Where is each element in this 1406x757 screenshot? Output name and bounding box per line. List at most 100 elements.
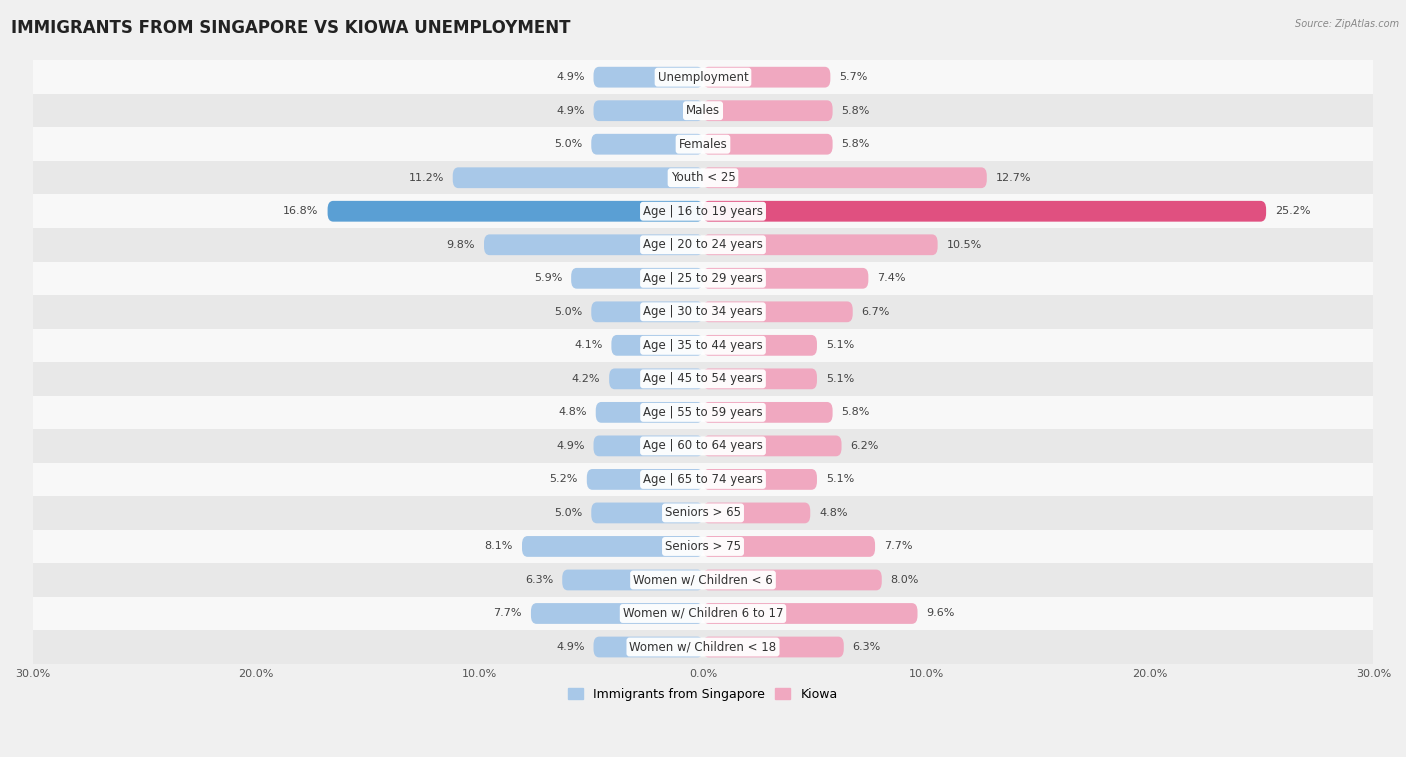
Text: Women w/ Children < 18: Women w/ Children < 18 — [630, 640, 776, 653]
Text: 9.6%: 9.6% — [927, 609, 955, 618]
Text: 4.9%: 4.9% — [555, 72, 585, 83]
FancyBboxPatch shape — [703, 569, 882, 590]
Text: 8.1%: 8.1% — [485, 541, 513, 551]
FancyBboxPatch shape — [703, 335, 817, 356]
Text: Males: Males — [686, 104, 720, 117]
Text: 5.7%: 5.7% — [839, 72, 868, 83]
FancyBboxPatch shape — [593, 101, 703, 121]
FancyBboxPatch shape — [593, 435, 703, 456]
Bar — [32, 228, 1374, 261]
Text: Unemployment: Unemployment — [658, 70, 748, 84]
FancyBboxPatch shape — [612, 335, 703, 356]
Text: 7.7%: 7.7% — [884, 541, 912, 551]
Text: Age | 60 to 64 years: Age | 60 to 64 years — [643, 439, 763, 453]
Text: Females: Females — [679, 138, 727, 151]
Bar — [32, 530, 1374, 563]
Text: Age | 35 to 44 years: Age | 35 to 44 years — [643, 339, 763, 352]
FancyBboxPatch shape — [593, 637, 703, 657]
Bar — [32, 463, 1374, 496]
Text: 8.0%: 8.0% — [891, 575, 920, 585]
Bar — [32, 295, 1374, 329]
FancyBboxPatch shape — [484, 235, 703, 255]
FancyBboxPatch shape — [571, 268, 703, 288]
Bar — [32, 429, 1374, 463]
Text: 5.0%: 5.0% — [554, 139, 582, 149]
FancyBboxPatch shape — [703, 301, 852, 322]
Text: Age | 65 to 74 years: Age | 65 to 74 years — [643, 473, 763, 486]
Bar — [32, 362, 1374, 396]
Bar — [32, 631, 1374, 664]
Text: Age | 45 to 54 years: Age | 45 to 54 years — [643, 372, 763, 385]
Bar — [32, 127, 1374, 161]
FancyBboxPatch shape — [596, 402, 703, 422]
FancyBboxPatch shape — [703, 603, 918, 624]
FancyBboxPatch shape — [703, 369, 817, 389]
Text: 5.1%: 5.1% — [825, 475, 855, 484]
Text: 5.8%: 5.8% — [842, 407, 870, 417]
Text: Source: ZipAtlas.com: Source: ZipAtlas.com — [1295, 19, 1399, 29]
Bar — [32, 396, 1374, 429]
Bar — [32, 597, 1374, 631]
Text: Seniors > 75: Seniors > 75 — [665, 540, 741, 553]
Text: 6.7%: 6.7% — [862, 307, 890, 317]
FancyBboxPatch shape — [593, 67, 703, 88]
Bar — [32, 563, 1374, 597]
Text: 5.1%: 5.1% — [825, 374, 855, 384]
Text: Age | 16 to 19 years: Age | 16 to 19 years — [643, 204, 763, 218]
Bar — [32, 94, 1374, 127]
Text: 5.2%: 5.2% — [550, 475, 578, 484]
Text: 4.9%: 4.9% — [555, 106, 585, 116]
Text: 5.1%: 5.1% — [825, 341, 855, 350]
Text: Age | 20 to 24 years: Age | 20 to 24 years — [643, 238, 763, 251]
FancyBboxPatch shape — [703, 503, 810, 523]
Text: 5.9%: 5.9% — [534, 273, 562, 283]
FancyBboxPatch shape — [453, 167, 703, 188]
Text: 4.1%: 4.1% — [574, 341, 602, 350]
Text: Youth < 25: Youth < 25 — [671, 171, 735, 184]
FancyBboxPatch shape — [592, 301, 703, 322]
FancyBboxPatch shape — [522, 536, 703, 557]
FancyBboxPatch shape — [703, 536, 875, 557]
Bar — [32, 161, 1374, 195]
Bar — [32, 496, 1374, 530]
Text: 6.3%: 6.3% — [852, 642, 882, 652]
Text: 4.9%: 4.9% — [555, 441, 585, 451]
FancyBboxPatch shape — [703, 402, 832, 422]
Text: 7.7%: 7.7% — [494, 609, 522, 618]
FancyBboxPatch shape — [531, 603, 703, 624]
Bar — [32, 195, 1374, 228]
FancyBboxPatch shape — [586, 469, 703, 490]
Text: 11.2%: 11.2% — [408, 173, 444, 182]
FancyBboxPatch shape — [703, 134, 832, 154]
Text: 16.8%: 16.8% — [283, 206, 319, 217]
FancyBboxPatch shape — [592, 134, 703, 154]
Text: 9.8%: 9.8% — [447, 240, 475, 250]
Bar — [32, 329, 1374, 362]
Text: 5.0%: 5.0% — [554, 508, 582, 518]
Text: Seniors > 65: Seniors > 65 — [665, 506, 741, 519]
FancyBboxPatch shape — [592, 503, 703, 523]
FancyBboxPatch shape — [703, 637, 844, 657]
Text: 5.0%: 5.0% — [554, 307, 582, 317]
Text: Age | 55 to 59 years: Age | 55 to 59 years — [643, 406, 763, 419]
Text: 4.9%: 4.9% — [555, 642, 585, 652]
Text: 4.2%: 4.2% — [572, 374, 600, 384]
Text: 4.8%: 4.8% — [820, 508, 848, 518]
Text: IMMIGRANTS FROM SINGAPORE VS KIOWA UNEMPLOYMENT: IMMIGRANTS FROM SINGAPORE VS KIOWA UNEMP… — [11, 19, 571, 37]
Text: 5.8%: 5.8% — [842, 139, 870, 149]
FancyBboxPatch shape — [703, 435, 842, 456]
Text: Age | 25 to 29 years: Age | 25 to 29 years — [643, 272, 763, 285]
Text: Women w/ Children 6 to 17: Women w/ Children 6 to 17 — [623, 607, 783, 620]
FancyBboxPatch shape — [703, 201, 1267, 222]
Bar — [32, 61, 1374, 94]
FancyBboxPatch shape — [703, 268, 869, 288]
Text: 6.2%: 6.2% — [851, 441, 879, 451]
Legend: Immigrants from Singapore, Kiowa: Immigrants from Singapore, Kiowa — [564, 683, 842, 706]
Text: 10.5%: 10.5% — [946, 240, 981, 250]
FancyBboxPatch shape — [562, 569, 703, 590]
Text: Women w/ Children < 6: Women w/ Children < 6 — [633, 574, 773, 587]
FancyBboxPatch shape — [609, 369, 703, 389]
Text: 25.2%: 25.2% — [1275, 206, 1310, 217]
FancyBboxPatch shape — [703, 235, 938, 255]
Text: 4.8%: 4.8% — [558, 407, 586, 417]
